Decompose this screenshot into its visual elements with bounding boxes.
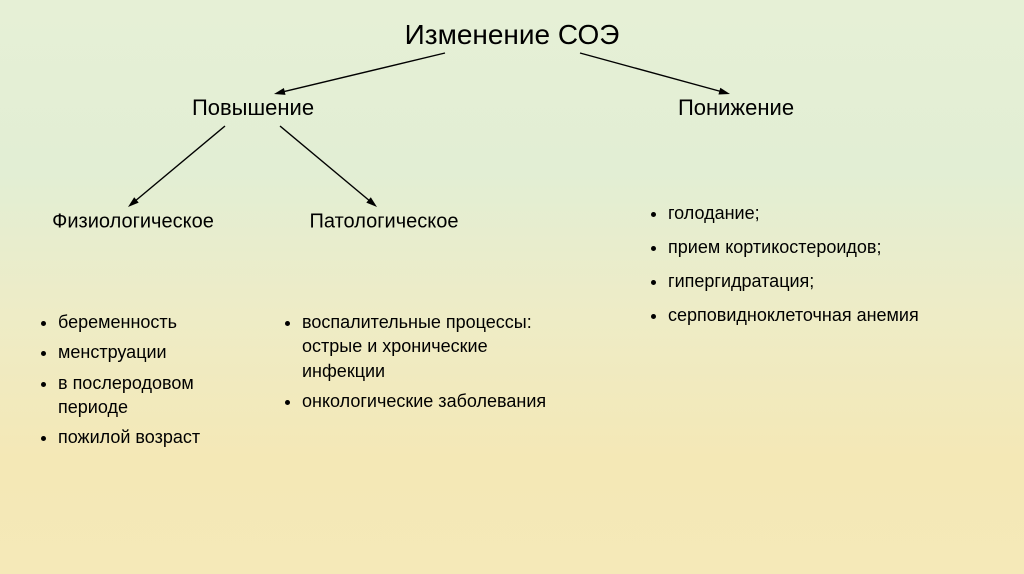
- list-item: онкологические заболевания: [302, 389, 572, 413]
- node-decrease: Понижение: [678, 95, 794, 121]
- diagram-content: Изменение СОЭ Повышение Понижение Физиол…: [0, 0, 1024, 574]
- list-item: пожилой возраст: [58, 425, 243, 449]
- node-root: Изменение СОЭ: [405, 19, 620, 51]
- node-pathological: Патологическое: [310, 211, 459, 234]
- list-item: серповидноклеточная анемия: [668, 302, 978, 330]
- list-item: беременность: [58, 310, 243, 334]
- list-decrease: голодание; прием кортикостероидов; гиперги…: [638, 200, 978, 336]
- list-physiological: беременность менструации в послеродовом пе…: [28, 310, 243, 455]
- list-item: гипергидратация;: [668, 268, 978, 296]
- list-pathological: воспалительные процессы: острые и хронич…: [272, 310, 572, 419]
- list-item: в послеродовом периоде: [58, 371, 243, 420]
- node-physiological: Физиологическое: [52, 211, 214, 234]
- list-item: прием кортикостероидов;: [668, 234, 978, 262]
- node-increase: Повышение: [192, 95, 314, 121]
- list-item: менструации: [58, 340, 243, 364]
- list-item: голодание;: [668, 200, 978, 228]
- list-item: воспалительные процессы: острые и хронич…: [302, 310, 572, 383]
